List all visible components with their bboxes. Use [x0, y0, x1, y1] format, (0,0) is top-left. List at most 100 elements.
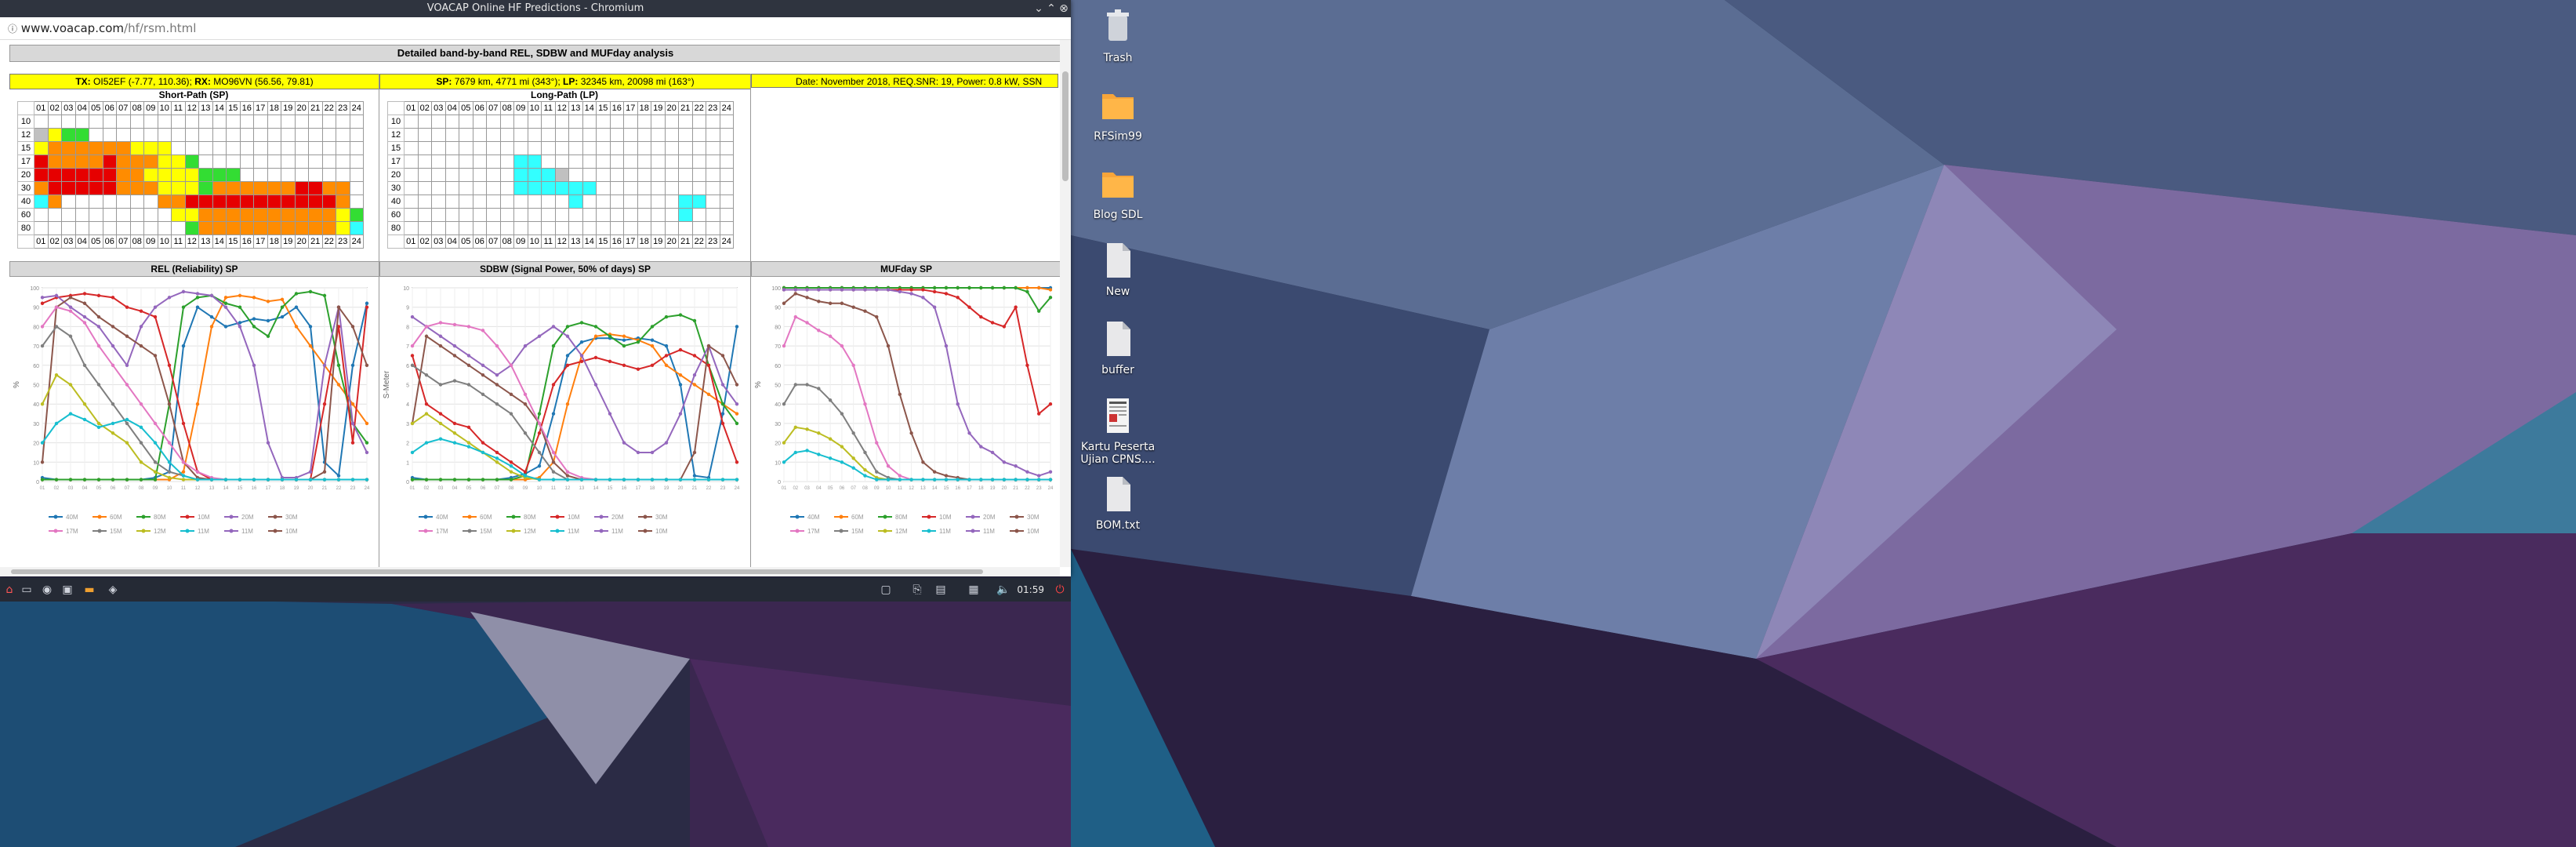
address-bar[interactable]: ⓘ www.voacap.com/hf/rsm.html: [0, 17, 1071, 40]
legend-label[interactable]: 10M: [1027, 528, 1039, 535]
prediction-cell: [172, 142, 186, 155]
legend-label[interactable]: 17M: [436, 528, 448, 535]
band-label: 40: [388, 195, 405, 209]
prediction-cell: [637, 182, 651, 195]
data-point: [337, 364, 340, 367]
prediction-cell: [199, 222, 213, 235]
legend-label[interactable]: 30M: [1027, 514, 1039, 521]
start-menu-icon[interactable]: ⌂: [2, 582, 17, 598]
prediction-cell: [405, 182, 419, 195]
prediction-cell: [34, 195, 49, 209]
clock[interactable]: 01:59: [1017, 582, 1044, 598]
legend-label[interactable]: 15M: [851, 528, 864, 535]
prediction-cell: [473, 195, 487, 209]
data-point: [805, 321, 808, 324]
legend-label[interactable]: 17M: [807, 528, 820, 535]
x-tick-label: 08: [509, 486, 514, 491]
data-point: [1049, 470, 1052, 473]
legend-label[interactable]: 30M: [655, 514, 668, 521]
data-point: [817, 300, 820, 303]
desktop-icon-blog-sdl[interactable]: Blog SDL: [1079, 165, 1157, 221]
prediction-cell: [322, 222, 336, 235]
horizontal-scroll-thumb[interactable]: [11, 569, 983, 574]
prediction-cell: [582, 155, 597, 169]
legend-label[interactable]: 11M: [568, 528, 579, 535]
url-path: /hf/rsm.html: [124, 21, 196, 35]
legend-label[interactable]: 12M: [154, 528, 166, 535]
desktop-icon-new[interactable]: New: [1079, 242, 1157, 298]
legend-label[interactable]: 11M: [983, 528, 995, 535]
horizontal-scrollbar[interactable]: [0, 567, 1060, 576]
legend-label[interactable]: 12M: [895, 528, 908, 535]
files-launcher-icon[interactable]: ▬: [82, 582, 97, 598]
desktop-icon-kartu-peserta[interactable]: Kartu Peserta Ujian CPNS....: [1079, 397, 1157, 466]
desktop-icon-bom-txt[interactable]: BOM.txt: [1079, 475, 1157, 532]
legend-label[interactable]: 10M: [568, 514, 580, 521]
prediction-cell: [350, 142, 364, 155]
network-icon[interactable]: ▦: [966, 582, 981, 598]
prediction-cell: [117, 142, 131, 155]
data-point: [154, 478, 157, 481]
legend-label[interactable]: 10M: [285, 528, 298, 535]
legend-label[interactable]: 60M: [851, 514, 864, 521]
data-point: [594, 383, 597, 386]
legend-label[interactable]: 20M: [611, 514, 624, 521]
legend-label[interactable]: 15M: [480, 528, 492, 535]
hour-label: 17: [624, 102, 638, 115]
legend-label[interactable]: 15M: [110, 528, 122, 535]
prediction-cell: [459, 129, 473, 142]
legend-label[interactable]: 10M: [198, 514, 210, 521]
legend-label[interactable]: 80M: [895, 514, 908, 521]
show-desktop-icon[interactable]: ▭: [19, 582, 34, 598]
close-icon[interactable]: ⊗: [1057, 2, 1071, 16]
data-point: [140, 478, 143, 481]
legend-label[interactable]: 11M: [939, 528, 951, 535]
browser-launcher-icon[interactable]: ◉: [39, 582, 55, 598]
band-label: 20: [388, 169, 405, 182]
legend-label[interactable]: 60M: [480, 514, 492, 521]
legend-label[interactable]: 80M: [524, 514, 536, 521]
legend-label[interactable]: 40M: [436, 514, 448, 521]
legend-label[interactable]: 11M: [198, 528, 209, 535]
data-point: [252, 296, 256, 299]
legend-label[interactable]: 40M: [66, 514, 78, 521]
info-icon[interactable]: ⓘ: [8, 24, 17, 35]
volume-icon[interactable]: 🔈: [996, 582, 1011, 598]
prediction-cell: [569, 169, 583, 182]
prediction-cell: [418, 142, 432, 155]
legend-label[interactable]: 20M: [983, 514, 996, 521]
legend-label[interactable]: 60M: [110, 514, 122, 521]
legend-label[interactable]: 40M: [807, 514, 820, 521]
legend-label[interactable]: 10M: [939, 514, 952, 521]
desktop-icon-rfsim99[interactable]: RFSim99: [1079, 86, 1157, 143]
vertical-scroll-thumb[interactable]: [1062, 71, 1068, 181]
terminal-launcher-icon[interactable]: ▣: [60, 582, 75, 598]
clipboard-icon[interactable]: ⎘: [909, 582, 925, 598]
desktop-icon-buffer[interactable]: buffer: [1079, 320, 1157, 376]
legend-label[interactable]: 10M: [655, 528, 668, 535]
legend-label[interactable]: 11M: [611, 528, 623, 535]
hour-label: 03: [432, 102, 446, 115]
legend-label[interactable]: 20M: [241, 514, 254, 521]
prediction-cell: [706, 115, 720, 129]
window-list-icon[interactable]: ▢: [878, 582, 894, 598]
data-point: [182, 478, 185, 481]
power-icon[interactable]: ⏻: [1052, 582, 1068, 598]
legend-label[interactable]: 12M: [524, 528, 536, 535]
app-launcher-icon[interactable]: ◈: [105, 582, 121, 598]
prediction-cell: [89, 129, 103, 142]
storage-icon[interactable]: ▤: [933, 582, 949, 598]
legend-label[interactable]: 30M: [285, 514, 298, 521]
data-point: [805, 288, 808, 291]
legend-label[interactable]: 17M: [66, 528, 78, 535]
legend-label[interactable]: 80M: [154, 514, 166, 521]
hour-label: 10: [158, 235, 172, 249]
prediction-cell: [487, 155, 501, 169]
legend-label[interactable]: 11M: [241, 528, 253, 535]
data-point: [510, 364, 513, 367]
prediction-cell: [267, 182, 281, 195]
x-tick-label: 19: [664, 486, 669, 491]
desktop-icon-trash[interactable]: Trash: [1079, 8, 1157, 64]
vertical-scrollbar[interactable]: [1060, 40, 1071, 567]
prediction-cell: [651, 222, 666, 235]
